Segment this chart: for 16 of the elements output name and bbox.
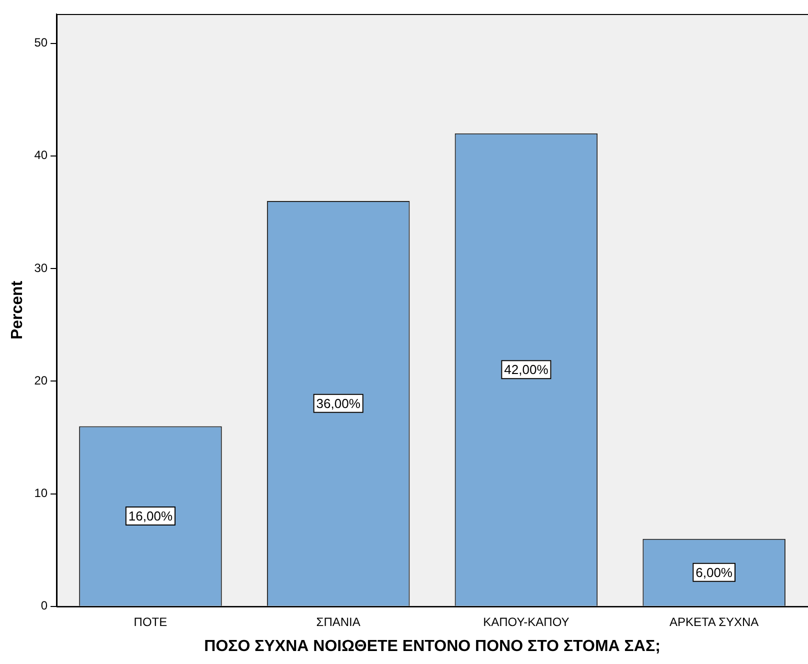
y-tick-label: 30 [34,260,48,275]
data-label: 42,00% [504,362,549,378]
x-tick-label: ΣΠΑΝΙΑ [316,614,360,629]
data-label: 16,00% [128,508,173,524]
y-tick-label: 40 [34,148,48,162]
y-tick-label: 50 [34,36,48,50]
data-label: 6,00% [696,564,733,580]
x-axis-title: ΠΟΣΟ ΣΥΧΝΑ ΝΟΙΩΘΕΤΕ ΕΝΤΟΝΟ ΠΟΝΟ ΣΤΟ ΣΤΟΜΑ ΣΑΣ; [204,638,660,655]
x-tick-label: ΠΟΤΕ [134,614,168,629]
y-tick-label: 10 [34,486,48,500]
data-label: 36,00% [316,396,361,412]
x-tick-label: ΑΡΚΕΤΑ ΣΥΧΝΑ [669,614,759,629]
y-axis-title: Percent [9,280,26,340]
x-tick-label: ΚΑΠΟΥ-ΚΑΠΟΥ [483,614,570,629]
y-tick-label: 0 [40,598,48,613]
y-tick-label: 20 [34,373,48,388]
